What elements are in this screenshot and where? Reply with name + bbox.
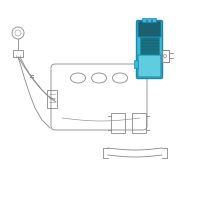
FancyBboxPatch shape — [142, 18, 146, 22]
FancyBboxPatch shape — [147, 18, 151, 22]
FancyBboxPatch shape — [138, 21, 161, 37]
FancyBboxPatch shape — [134, 60, 138, 68]
FancyBboxPatch shape — [136, 21, 162, 78]
FancyBboxPatch shape — [152, 18, 156, 22]
FancyBboxPatch shape — [138, 55, 161, 77]
FancyBboxPatch shape — [140, 37, 159, 55]
